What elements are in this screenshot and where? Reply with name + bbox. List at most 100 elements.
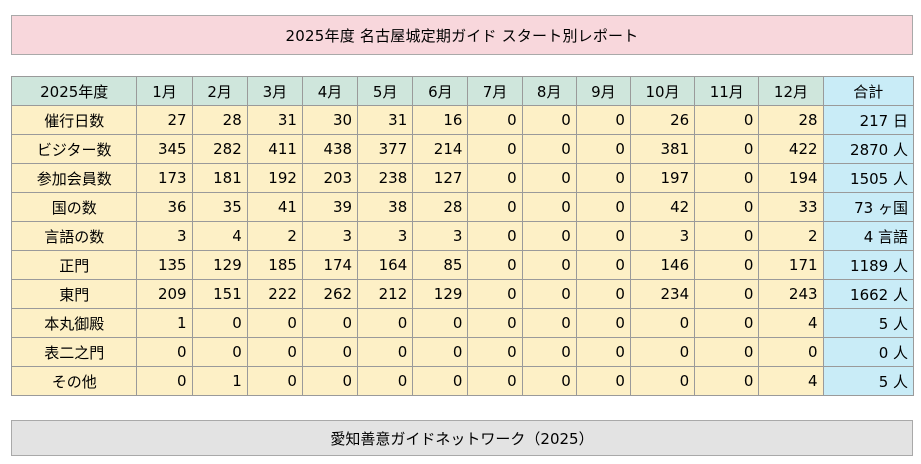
table-cell: 16 xyxy=(412,105,469,135)
table-cell: 422 xyxy=(758,134,824,164)
table-cell: 262 xyxy=(301,279,359,309)
table-cell: 0 xyxy=(467,366,523,396)
table-row: 正門 135 129 185 174 164 85 0 0 0 146 0 171 1189 人 xyxy=(10,250,915,280)
table-cell: 0 xyxy=(521,134,577,164)
table-cell: 0 xyxy=(521,366,577,396)
table-cell: 243 xyxy=(758,279,824,309)
table-cell: 2 xyxy=(758,221,824,251)
table-header-row: 2025年度 1月 2月 3月 4月 5月 6月 7月 8月 9月 10月 11… xyxy=(10,76,915,106)
table-cell: 0 xyxy=(694,308,760,338)
table-cell: 0 xyxy=(521,308,577,338)
month-header: 4月 xyxy=(301,76,359,106)
table-cell: 173 xyxy=(136,163,193,193)
table-cell: 1 xyxy=(191,366,248,396)
report-footer: 愛知善意ガイドネットワーク（2025） xyxy=(11,420,913,456)
table-cell: 3 xyxy=(301,221,359,251)
corner-header: 2025年度 xyxy=(10,76,138,106)
row-label: その他 xyxy=(10,366,138,396)
table-cell: 222 xyxy=(246,279,303,309)
table-cell: 381 xyxy=(629,134,696,164)
table-cell: 0 xyxy=(575,337,631,367)
row-label: 参加会員数 xyxy=(10,163,138,193)
table-cell: 164 xyxy=(357,250,414,280)
table-cell: 127 xyxy=(412,163,469,193)
row-label: 本丸御殿 xyxy=(10,308,138,338)
row-total: 1189 人 xyxy=(822,250,915,280)
table-cell: 0 xyxy=(301,337,359,367)
table-cell: 192 xyxy=(246,163,303,193)
total-header: 合計 xyxy=(822,76,915,106)
table-cell: 0 xyxy=(694,279,760,309)
table-cell: 0 xyxy=(694,163,760,193)
table-cell: 0 xyxy=(575,221,631,251)
report-title: 2025年度 名古屋城定期ガイド スタート別レポート xyxy=(11,15,913,55)
table-cell: 1 xyxy=(136,308,193,338)
table-row: 国の数 36 35 41 39 38 28 0 0 0 42 0 33 73 ヶ国 xyxy=(10,192,915,222)
table-cell: 0 xyxy=(467,250,523,280)
table-cell: 31 xyxy=(357,105,414,135)
table-cell: 0 xyxy=(467,163,523,193)
table-cell: 0 xyxy=(521,221,577,251)
table-row: ビジター数 345 282 411 438 377 214 0 0 0 381 0 422 2870 人 xyxy=(10,134,915,164)
table-cell: 0 xyxy=(412,366,469,396)
table-cell: 0 xyxy=(694,192,760,222)
report-table: 2025年度 1月 2月 3月 4月 5月 6月 7月 8月 9月 10月 11… xyxy=(10,76,915,396)
table-cell: 0 xyxy=(246,366,303,396)
table-cell: 135 xyxy=(136,250,193,280)
table-row: 言語の数 3 4 2 3 3 3 0 0 0 3 0 2 4 言語 xyxy=(10,221,915,251)
table-cell: 4 xyxy=(758,366,824,396)
table-cell: 238 xyxy=(357,163,414,193)
table-cell: 0 xyxy=(467,337,523,367)
table-cell: 26 xyxy=(629,105,696,135)
table-cell: 0 xyxy=(694,105,760,135)
table-cell: 0 xyxy=(301,308,359,338)
table-cell: 0 xyxy=(758,337,824,367)
row-total: 1662 人 xyxy=(822,279,915,309)
table-cell: 39 xyxy=(301,192,359,222)
table-cell: 33 xyxy=(758,192,824,222)
month-header: 3月 xyxy=(246,76,303,106)
table-cell: 0 xyxy=(694,134,760,164)
table-cell: 0 xyxy=(246,308,303,338)
table-cell: 38 xyxy=(357,192,414,222)
table-cell: 0 xyxy=(136,337,193,367)
table-cell: 0 xyxy=(629,366,696,396)
table-cell: 0 xyxy=(629,308,696,338)
table-cell: 0 xyxy=(575,250,631,280)
row-total: 5 人 xyxy=(822,366,915,396)
table-cell: 0 xyxy=(412,308,469,338)
row-label: 言語の数 xyxy=(10,221,138,251)
table-cell: 0 xyxy=(575,105,631,135)
table-cell: 42 xyxy=(629,192,696,222)
table-cell: 0 xyxy=(467,308,523,338)
table-cell: 0 xyxy=(521,163,577,193)
table-cell: 129 xyxy=(191,250,248,280)
table-cell: 28 xyxy=(191,105,248,135)
table-row: 東門 209 151 222 262 212 129 0 0 0 234 0 243 1662 人 xyxy=(10,279,915,309)
month-header: 2月 xyxy=(191,76,248,106)
table-cell: 0 xyxy=(467,105,523,135)
table-row: 表二之門 0 0 0 0 0 0 0 0 0 0 0 0 0 人 xyxy=(10,337,915,367)
table-cell: 0 xyxy=(357,337,414,367)
table-cell: 197 xyxy=(629,163,696,193)
table-cell: 36 xyxy=(136,192,193,222)
table-cell: 85 xyxy=(412,250,469,280)
table-cell: 0 xyxy=(694,250,760,280)
table-cell: 0 xyxy=(467,279,523,309)
table-cell: 28 xyxy=(758,105,824,135)
table-cell: 151 xyxy=(191,279,248,309)
table-cell: 0 xyxy=(575,134,631,164)
table-cell: 377 xyxy=(357,134,414,164)
row-total: 5 人 xyxy=(822,308,915,338)
table-cell: 31 xyxy=(246,105,303,135)
table-cell: 0 xyxy=(521,337,577,367)
table-cell: 411 xyxy=(246,134,303,164)
table-cell: 0 xyxy=(575,163,631,193)
table-cell: 282 xyxy=(191,134,248,164)
table-cell: 0 xyxy=(575,279,631,309)
table-cell: 0 xyxy=(246,337,303,367)
month-header: 11月 xyxy=(694,76,760,106)
table-cell: 30 xyxy=(301,105,359,135)
table-cell: 0 xyxy=(357,308,414,338)
month-header: 7月 xyxy=(467,76,523,106)
